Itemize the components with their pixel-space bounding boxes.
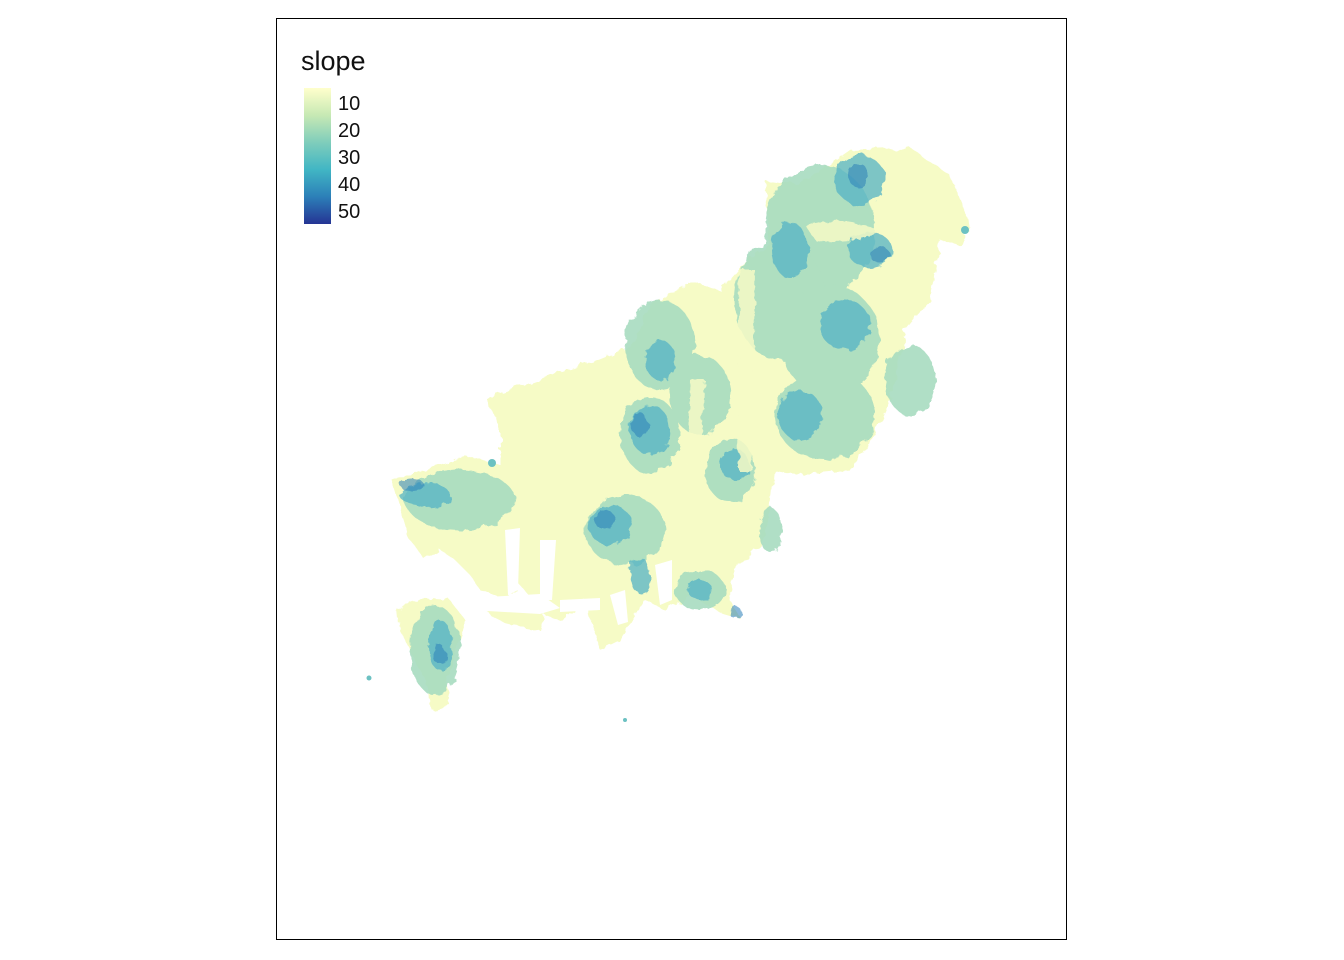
legend-label-40: 40 [338, 174, 361, 196]
legend-label-30: 30 [338, 147, 361, 169]
legend-label-20: 20 [338, 120, 361, 142]
islets [366, 226, 969, 722]
legend-label-10: 10 [338, 93, 361, 115]
valley-floors [688, 221, 880, 470]
land-base [392, 148, 970, 710]
harbour-water [470, 528, 672, 625]
legend-color-bar [304, 88, 331, 224]
legend-label-50: 50 [338, 201, 361, 223]
legend-title: slope [301, 46, 366, 76]
